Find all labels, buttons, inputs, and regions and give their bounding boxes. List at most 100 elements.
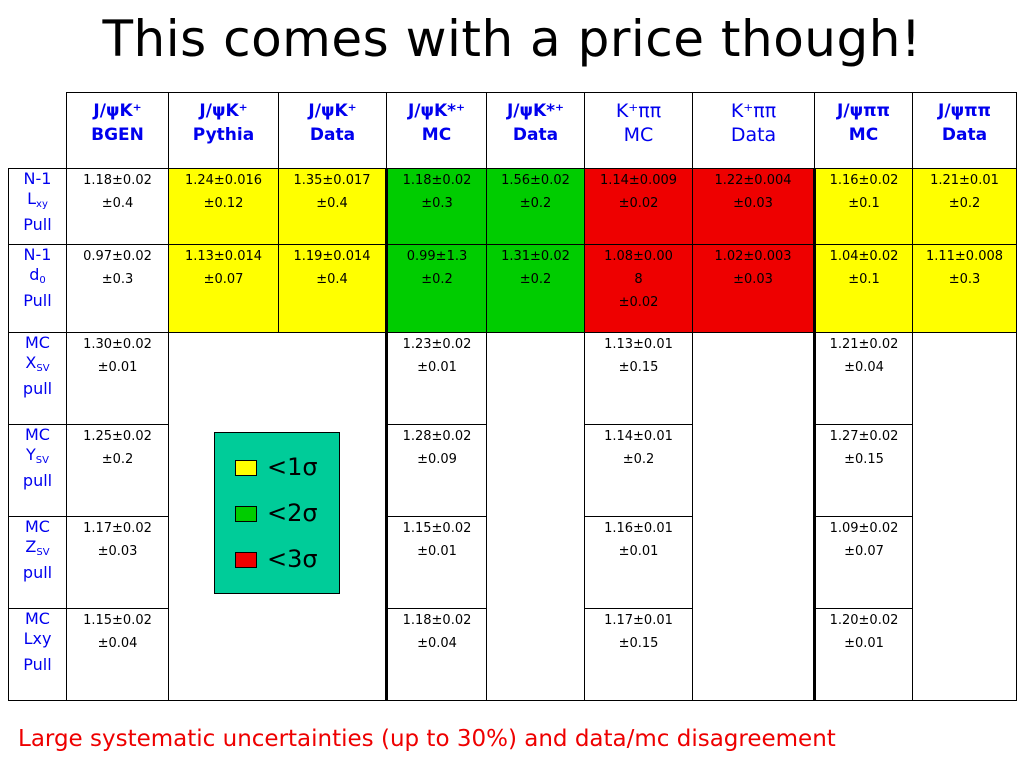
value-central: 1.18±0.02 <box>402 173 472 188</box>
col-header-line1: J/ψK⁺ <box>93 101 142 121</box>
value-uncertainty: ±0.03 <box>733 196 773 211</box>
row-label-symbol: Lxy <box>23 629 52 648</box>
value-cell: 1.09±0.02 ±0.07 <box>813 516 913 609</box>
row-label-line1: N-1 <box>23 245 52 264</box>
value-uncertainty: ±0.01 <box>844 636 884 651</box>
row-label-line3: pull <box>22 471 53 490</box>
value-central: 1.16±0.02 <box>829 173 899 188</box>
footer-note: Large systematic uncertainties (up to 30… <box>18 726 836 752</box>
value-cell: 1.31±0.02 ±0.2 <box>486 244 585 333</box>
row-label-line3: pull <box>22 563 53 582</box>
row-label-line3: Pull <box>23 215 52 234</box>
col-header-line2: Data <box>309 125 356 145</box>
value-central: 0.99±1.3 <box>406 249 468 264</box>
col-header-line1: J/ψK⁺ <box>308 101 357 121</box>
value-central: 1.13±0.014 <box>184 249 263 264</box>
value-central: 1.09±0.02 <box>829 521 899 536</box>
table-row: MC ZSV pull 1.17±0.02 ±0.03 1.15±0.02 ±0.01 1.1… <box>8 516 1017 609</box>
col-header-line1: J/ψK⁺ <box>199 101 248 121</box>
value-central: 1.17±0.02 <box>83 521 152 536</box>
row-label-line3: Pull <box>23 655 52 674</box>
value-uncertainty: ±0.15 <box>618 360 659 375</box>
corner-cell <box>8 92 67 169</box>
value-central: 1.14±0.009 <box>599 173 678 188</box>
value-uncertainty: ±0.01 <box>417 360 457 375</box>
value-cell: 1.56±0.02 ±0.2 <box>486 168 585 245</box>
value-uncertainty: ±0.15 <box>618 636 659 651</box>
value-uncertainty: ±0.01 <box>417 544 457 559</box>
row-label-line1: MC <box>25 517 50 536</box>
row-label-symbol: Y <box>26 445 36 464</box>
value-cell: 0.99±1.3 ±0.2 <box>385 244 487 333</box>
row-label: N-1 d0 Pull <box>8 244 67 333</box>
col-header-jpsikstar-mc: J/ψK*⁺ MC <box>386 92 487 169</box>
row-label-line2: YSV <box>9 445 66 471</box>
col-header-kpipi-mc: K⁺ππ MC <box>584 92 693 169</box>
value-central: 1.15±0.02 <box>83 613 152 628</box>
value-uncertainty: ±0.2 <box>948 196 981 211</box>
value-uncertainty: ±0.09 <box>417 452 457 467</box>
legend-label: <3σ <box>267 545 318 573</box>
value-uncertainty: ±0.4 <box>101 196 134 211</box>
col-header-line1: J/ψππ <box>938 101 991 121</box>
row-label-line1: MC <box>25 609 50 628</box>
value-central: 1.27±0.02 <box>829 429 899 444</box>
value-cell: 1.21±0.01 ±0.2 <box>912 168 1017 245</box>
value-central: 1.08±0.00 <box>604 249 673 264</box>
col-header-line2: MC <box>421 125 452 145</box>
value-cell: 1.17±0.01 ±0.15 <box>584 608 693 701</box>
value-cell: 1.23±0.02 ±0.01 <box>385 332 487 425</box>
row-label-symbol: X <box>25 353 37 372</box>
significance-legend: <1σ <2σ <3σ <box>214 432 340 594</box>
value-uncertainty: ±0.07 <box>203 272 244 287</box>
value-uncertainty: ±0.01 <box>97 360 138 375</box>
value-uncertainty: ±0.12 <box>203 196 244 211</box>
value-central: 1.04±0.02 <box>829 249 899 264</box>
legend-swatch-red <box>235 552 257 568</box>
value-uncertainty: ±0.3 <box>421 196 453 211</box>
row-label-line3: Pull <box>23 291 52 310</box>
value-central: 1.13±0.01 <box>604 337 673 352</box>
row-label-symbol: d <box>29 265 40 284</box>
col-header-line2: MC <box>623 124 654 146</box>
value-cell: 1.30±0.02 ±0.01 <box>66 332 169 425</box>
value-cell: 1.13±0.01 ±0.15 <box>584 332 693 425</box>
value-central: 1.20±0.02 <box>829 613 899 628</box>
empty-merged-cell <box>912 332 1017 701</box>
value-uncertainty: ±0.3 <box>948 272 981 287</box>
value-central: 1.19±0.014 <box>293 249 371 264</box>
col-header-line1: J/ψK*⁺ <box>407 101 466 121</box>
row-label-line1: N-1 <box>23 169 52 188</box>
value-central: 1.15±0.02 <box>402 521 472 536</box>
value-cell: 1.04±0.02 ±0.1 <box>813 244 913 333</box>
row-label-subscript: 0 <box>39 275 46 286</box>
value-cell: 1.18±0.02 ±0.4 <box>66 168 169 245</box>
table-row: N-1 Lxy Pull 1.18±0.02 ±0.4 1.24±0.016 ±0.12 1.… <box>8 168 1017 245</box>
col-header-jpsik-pythia: J/ψK⁺ Pythia <box>168 92 279 169</box>
value-cell: 1.02±0.003 ±0.03 <box>692 244 815 333</box>
value-central: 1.18±0.02 <box>402 613 472 628</box>
value-cell: 1.27±0.02 ±0.15 <box>813 424 913 517</box>
row-label-line3: pull <box>22 379 53 398</box>
row-label-line1: MC <box>25 425 50 444</box>
legend-swatch-yellow <box>235 460 257 476</box>
row-label-line2: Lxy <box>9 629 66 655</box>
row-label-line2: ZSV <box>9 537 66 563</box>
value-central: 1.22±0.004 <box>714 173 792 188</box>
row-label: MC XSV pull <box>8 332 67 425</box>
col-header-jpsikstar-data: J/ψK*⁺ Data <box>486 92 585 169</box>
row-label: MC ZSV pull <box>8 516 67 609</box>
value-uncertainty: ±0.3 <box>101 272 134 287</box>
value-central: 1.23±0.02 <box>402 337 472 352</box>
value-uncertainty: ±0.2 <box>101 452 134 467</box>
value-central: 1.17±0.01 <box>604 613 673 628</box>
col-header-line1: K⁺ππ <box>730 100 777 122</box>
empty-merged-cell <box>486 332 585 701</box>
table-row: MC YSV pull 1.25±0.02 ±0.2 1.28±0.02 ±0.09 1.14… <box>8 424 1017 517</box>
col-header-line2: Data <box>941 125 988 145</box>
value-uncertainty: ±0.1 <box>848 272 880 287</box>
row-label: MC YSV pull <box>8 424 67 517</box>
value-uncertainty: ±0.2 <box>421 272 453 287</box>
col-header-line2: Data <box>512 125 559 145</box>
col-header-jpsipipi-data: J/ψππ Data <box>912 92 1017 169</box>
